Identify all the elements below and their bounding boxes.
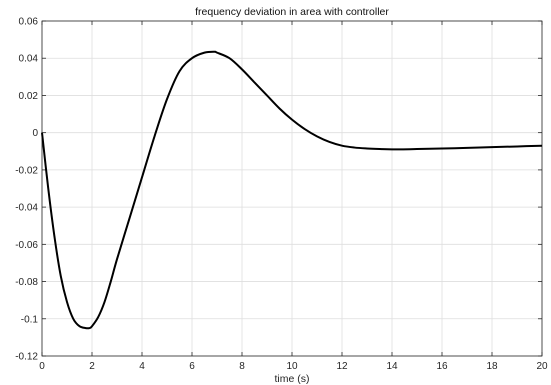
x-tick-label: 10 xyxy=(286,361,298,372)
y-tick-label: -0.06 xyxy=(15,240,38,251)
series-line xyxy=(41,50,543,330)
y-tick-label: -0.04 xyxy=(15,203,38,214)
x-tick-label: 14 xyxy=(386,361,398,372)
x-tick-label: 12 xyxy=(336,361,348,372)
x-axis-label: time (s) xyxy=(275,373,310,385)
y-tick-label: 0.06 xyxy=(19,17,39,28)
x-tick-label: 18 xyxy=(486,361,498,372)
y-tick-label: -0.12 xyxy=(15,352,38,363)
x-tick-label: 8 xyxy=(239,361,245,372)
y-tick-label: -0.1 xyxy=(21,314,39,325)
series-layer xyxy=(41,50,543,330)
y-tick-label: 0.04 xyxy=(19,54,39,65)
y-tick-label: 0 xyxy=(32,128,38,139)
x-tick-label: 20 xyxy=(536,361,548,372)
y-tick-label: 0.02 xyxy=(19,91,39,102)
y-tick-label: -0.02 xyxy=(15,165,38,176)
x-tick-label: 2 xyxy=(89,361,95,372)
ticks: 0 2 4 6 8 10 12 14 16 18 20 0.06 0.04 0.02 0 -0.02 -0.04… xyxy=(15,17,548,373)
chart-title: frequency deviation in area with control… xyxy=(195,6,389,18)
x-tick-label: 4 xyxy=(139,361,145,372)
x-tick-label: 6 xyxy=(189,361,195,372)
x-tick-label: 0 xyxy=(39,361,45,372)
x-tick-label: 16 xyxy=(436,361,448,372)
y-tick-label: -0.08 xyxy=(15,277,38,288)
